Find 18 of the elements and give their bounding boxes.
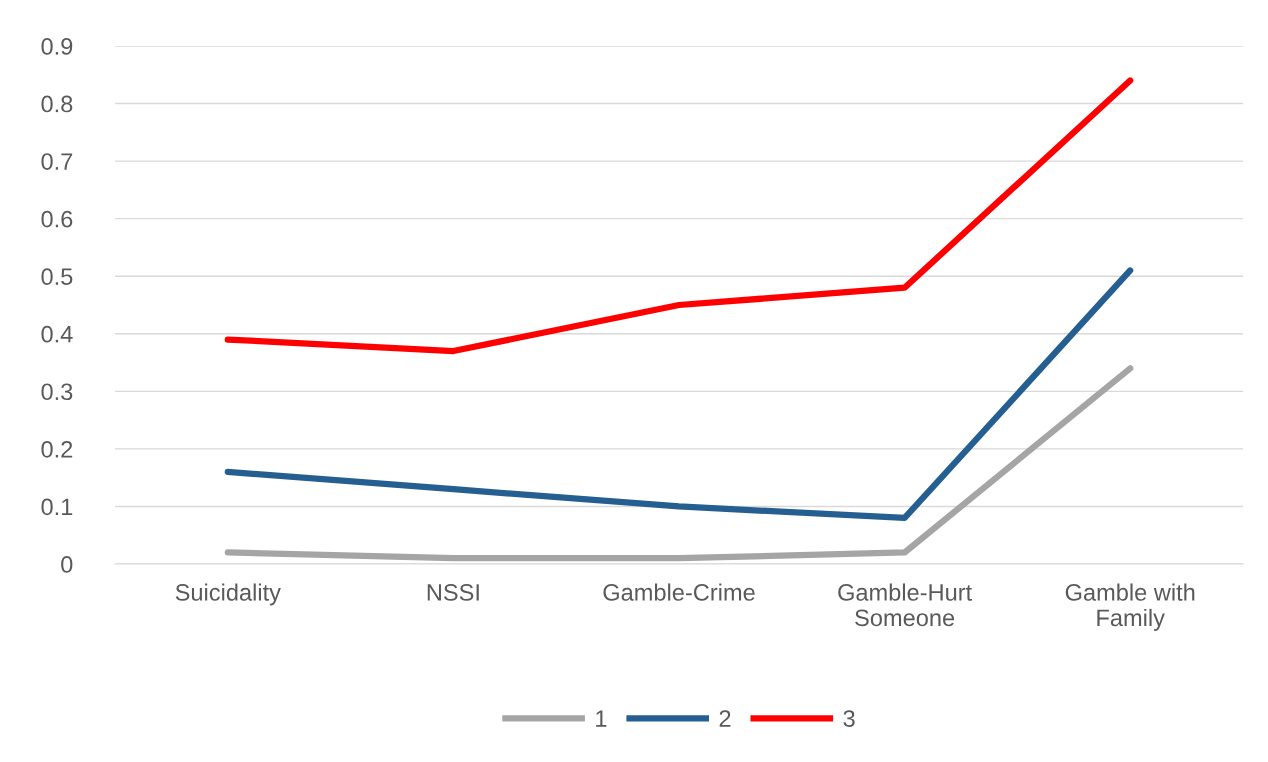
legend-label: 1 <box>596 710 607 727</box>
x-tick-label: Suicidality <box>175 583 281 606</box>
legend-label: 2 <box>719 710 731 727</box>
x-tick-label: Gamble with Family <box>1065 583 1195 631</box>
y-tick-label: 0.7 <box>41 153 73 170</box>
y-tick-label: 0.8 <box>41 95 73 113</box>
y-tick-label: 0 <box>61 556 73 573</box>
y-tick-label: 0.5 <box>41 268 73 286</box>
x-tick-label: NSSI <box>427 584 479 601</box>
y-tick-label: 0.1 <box>41 498 73 516</box>
y-tick-label: 0.9 <box>41 38 73 55</box>
y-tick-label: 0.2 <box>41 440 73 458</box>
y-tick-label: 0.6 <box>41 210 73 228</box>
y-tick-label: 0.4 <box>41 325 73 343</box>
legend-label: 3 <box>843 710 855 727</box>
x-tick-label: Gamble-Crime <box>603 583 755 601</box>
x-tick-label: Gamble-Hurt Someone <box>838 583 972 627</box>
y-tick-label: 0.3 <box>41 383 73 401</box>
